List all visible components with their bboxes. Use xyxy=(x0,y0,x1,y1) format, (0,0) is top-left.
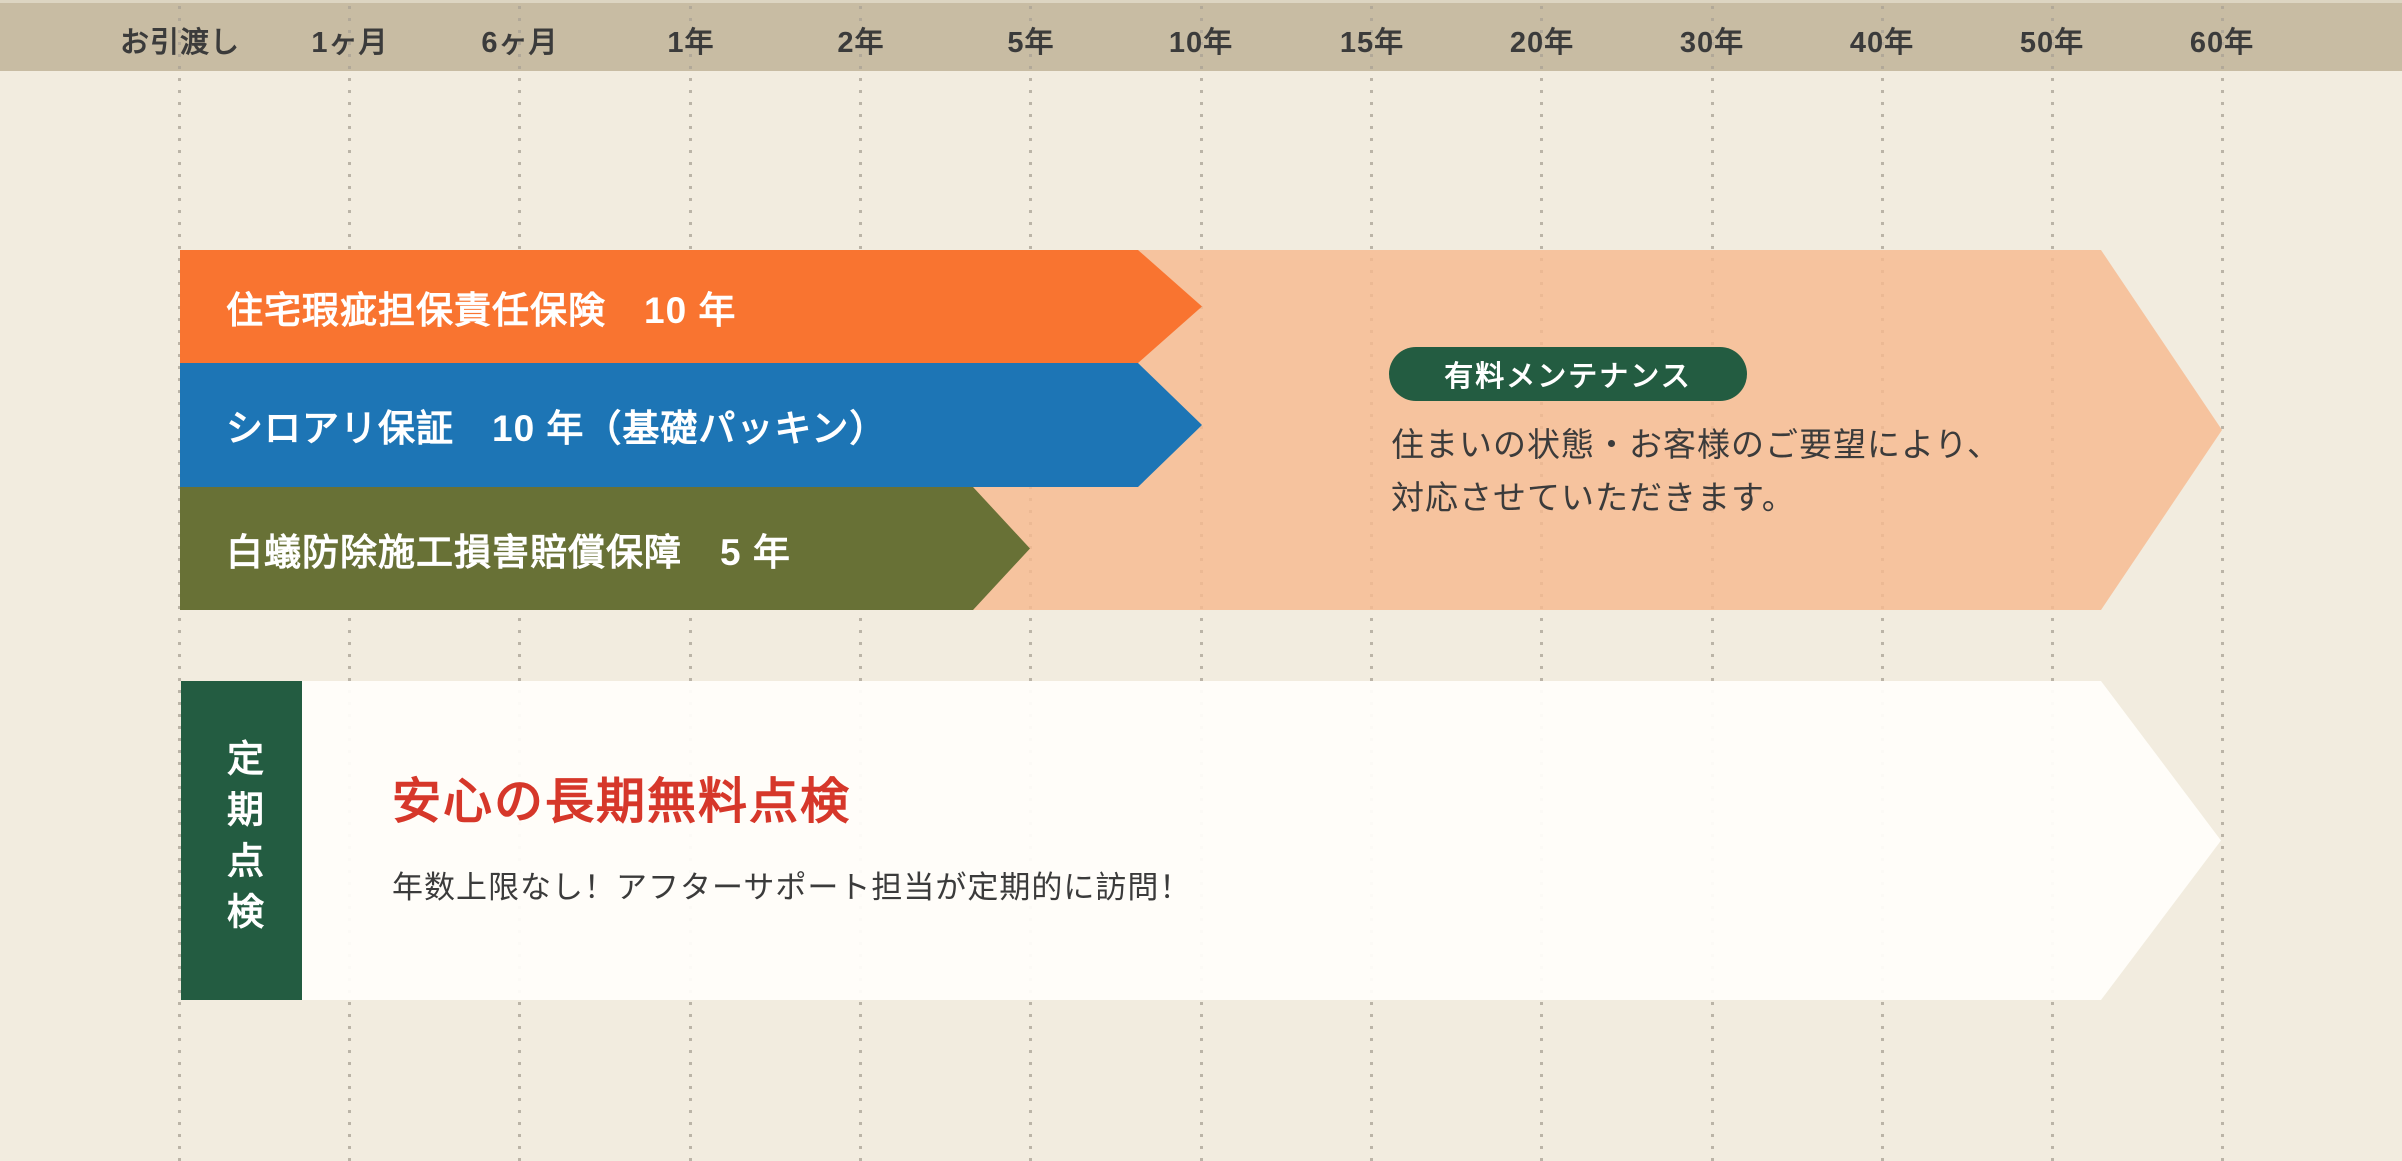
periodic-inspection-subtitle: 年数上限なし！アフターサポート担当が定期的に訪問！ xyxy=(392,870,1192,905)
tick-label-50year: 50年 xyxy=(2019,27,2085,59)
tick-label-30year: 30年 xyxy=(1679,27,1745,59)
warranty-arrow-termite-damage-compensation: 白蟻防除施工損害賠償保障 5 年 xyxy=(180,487,1030,610)
tick-label-6month: 6ヶ月 xyxy=(481,27,559,59)
paid-maintenance-badge: 有料メンテナンス xyxy=(1389,347,1747,401)
tick-label-5year: 5年 xyxy=(1007,27,1055,59)
tick-label-20year: 20年 xyxy=(1509,27,1575,59)
paid-maintenance-description: 住まいの状態・お客様のご要望により、 対応させていただきます。 xyxy=(1391,418,2001,524)
periodic-inspection-title: 安心の長期無料点検 xyxy=(392,775,852,829)
warranty-label: シロアリ保証 10 年（基礎パッキン） xyxy=(226,408,888,449)
periodic-inspection-arrow xyxy=(302,681,2221,1000)
warranty-arrow-termite-guarantee: シロアリ保証 10 年（基礎パッキン） xyxy=(180,363,1202,487)
warranty-label: 住宅瑕疵担保責任保険 10 年 xyxy=(226,289,737,331)
warranty-arrow-defect-insurance: 住宅瑕疵担保責任保険 10 年 xyxy=(180,250,1202,363)
paid-maintenance-description-line1: 住まいの状態・お客様のご要望により、 xyxy=(1391,426,2002,463)
tick-label-60year: 60年 xyxy=(2189,27,2255,59)
tick-label-1month: 1ヶ月 xyxy=(311,27,389,59)
timeline-gridline xyxy=(2221,6,2224,1161)
timeline-gridline xyxy=(178,6,181,1161)
periodic-inspection-side-label: 定期点検 xyxy=(221,738,263,943)
tick-label-handover: お引渡し xyxy=(119,27,241,59)
tick-label-1year: 1年 xyxy=(667,27,715,59)
paid-maintenance-description-line2: 対応させていただきます。 xyxy=(1391,479,1796,516)
warranty-label: 白蟻防除施工損害賠償保障 5 年 xyxy=(226,531,791,573)
tick-label-10year: 10年 xyxy=(1168,27,1234,59)
tick-label-40year: 40年 xyxy=(1849,27,1915,59)
periodic-inspection-box: 定期点検 xyxy=(181,681,302,1000)
tick-label-2year: 2年 xyxy=(837,27,885,59)
tick-label-15year: 15年 xyxy=(1339,27,1405,59)
paid-maintenance-badge-label: 有料メンテナンス xyxy=(1444,361,1692,393)
